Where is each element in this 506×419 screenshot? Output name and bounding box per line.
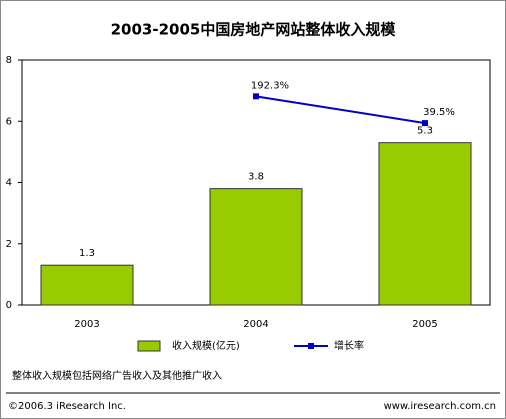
chart-title: 2003-2005中国房地产网站整体收入规模 — [111, 21, 397, 39]
y-tick-label: 6 — [6, 116, 12, 127]
data-label: 192.3% — [251, 80, 289, 91]
bar — [378, 142, 472, 306]
line-marker — [253, 93, 259, 100]
y-tick-label: 2 — [6, 239, 12, 250]
line — [255, 95, 426, 125]
note: 整体收入规模包括网络广告收入及其他推广收入 — [12, 369, 222, 382]
legend-marker — [308, 343, 314, 349]
legend-label: 增长率 — [334, 339, 364, 352]
data-label: 3.8 — [248, 172, 264, 183]
x-tick-label: 2005 — [412, 319, 437, 330]
legend-swatch — [137, 340, 161, 352]
line-marker — [422, 120, 428, 127]
data-label: 1.3 — [79, 248, 95, 259]
y-tick-label: 4 — [6, 178, 12, 189]
x-tick-label: 2004 — [243, 319, 268, 330]
x-tick-label: 2003 — [74, 319, 99, 330]
legend-label: 收入规模(亿元) — [172, 339, 240, 352]
y-tick-label: 0 — [6, 300, 12, 311]
y-tick-label: 8 — [6, 55, 12, 66]
website: www.iresearch.com.cn — [384, 401, 496, 412]
bar — [40, 264, 134, 306]
data-label: 5.3 — [417, 126, 433, 137]
data-label: 39.5% — [423, 107, 455, 118]
source: ©2006.3 iResearch Inc. — [8, 401, 126, 412]
bar — [209, 188, 303, 306]
